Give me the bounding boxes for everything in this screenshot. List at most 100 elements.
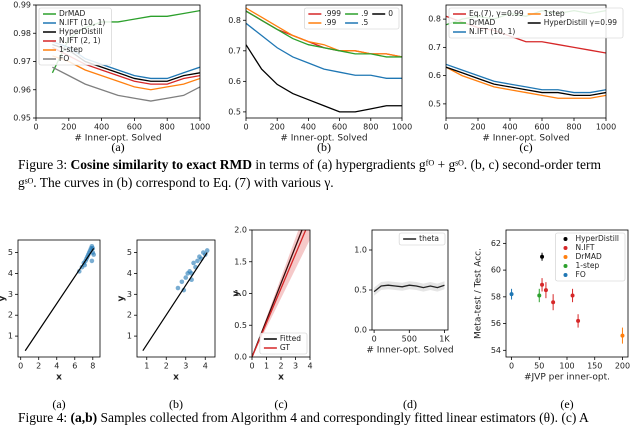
- y-tick-label: 0.0: [354, 326, 367, 335]
- y-tick-label: 60: [491, 266, 501, 275]
- y-tick-label: 0.5: [228, 107, 241, 116]
- subfigure-label: (b): [169, 397, 183, 411]
- caption: gˢᴼ. The curves in (b) correspond to Eq.…: [18, 175, 334, 191]
- legend: theta: [398, 232, 446, 246]
- point: [191, 260, 196, 266]
- series-line: [52, 55, 200, 91]
- legend-label: Fitted: [280, 334, 301, 343]
- plot-area: [24, 243, 96, 352]
- point: [509, 292, 514, 297]
- caption-label: Figure 4:: [18, 410, 68, 425]
- series-line: [373, 284, 445, 293]
- caption: Figure 3: Cosine similarity to exact RMD…: [18, 157, 601, 173]
- x-tick-label: 600: [332, 123, 347, 132]
- x-tick-label: 150: [587, 362, 602, 371]
- x-tick-label: 1: [264, 362, 269, 371]
- x-tick-label: 800: [566, 123, 581, 132]
- legend-box: [38, 7, 112, 66]
- y-tick-label: 2: [127, 311, 132, 320]
- x-axis-label: # Inner-opt. Solved: [482, 134, 569, 144]
- y-tick-label: 0.7: [228, 46, 241, 55]
- point: [551, 300, 556, 305]
- legend-swatch: [563, 237, 568, 241]
- point: [540, 254, 545, 259]
- y-tick-label: 5: [127, 248, 132, 257]
- caption-label: Figure 3:: [18, 157, 68, 172]
- y-tick-label: 0.6: [428, 71, 441, 80]
- legend: .999.99 .9.5 0: [304, 7, 400, 30]
- legend-label: N.IFT (10, 1): [59, 18, 105, 27]
- y-tick-label: 3: [8, 290, 13, 299]
- x-axis-label: x: [278, 373, 284, 383]
- y-tick-label: 1: [8, 332, 13, 341]
- x-tick-label: 800: [363, 123, 378, 132]
- axes-frame: [505, 229, 629, 358]
- caption-emph: Cosine similarity to exact RMD: [70, 157, 252, 172]
- x-tick-label: 400: [94, 123, 109, 132]
- legend-swatch: [563, 264, 568, 268]
- y-tick-label: 0.7: [428, 43, 441, 52]
- x-axis-label: # Inner-opt. Solved: [280, 134, 367, 144]
- legend-swatch: [563, 246, 568, 250]
- x-tick-label: 50: [534, 362, 544, 371]
- x-tick-label: 2: [36, 362, 41, 371]
- series-line: [246, 7, 402, 58]
- series-line: [446, 66, 606, 99]
- x-tick-label: 4: [307, 362, 312, 371]
- point: [537, 293, 542, 298]
- legend-box: [398, 232, 446, 246]
- x-tick-label: 200: [615, 362, 630, 371]
- x-tick-label: 0: [249, 362, 254, 371]
- axes-frame: [35, 4, 201, 119]
- y-tick-label: 3: [127, 290, 132, 299]
- x-axis-label: x: [56, 373, 62, 383]
- fit-line: [24, 248, 95, 352]
- point: [543, 288, 548, 293]
- axes-frame: [371, 229, 449, 331]
- point: [620, 333, 625, 338]
- y-tick-label: 4: [127, 269, 132, 278]
- plot-area: [509, 252, 625, 344]
- x-tick-label: 0: [443, 123, 448, 132]
- legend-label: DrMAD: [576, 252, 602, 261]
- y-tick-label: 0.96: [13, 85, 31, 94]
- series-line: [446, 63, 606, 94]
- series-line: [252, 230, 303, 357]
- x-tick-label: 4: [203, 362, 208, 371]
- legend-swatch: [563, 273, 568, 277]
- y-axis-label: y: [117, 295, 127, 301]
- subfigure-label: (d): [403, 397, 417, 411]
- y-tick-label: 5: [8, 248, 13, 257]
- band: [374, 281, 445, 296]
- legend-label: theta: [419, 234, 439, 243]
- point: [576, 318, 581, 323]
- point: [570, 293, 575, 298]
- subfigure-label: (c): [274, 397, 287, 411]
- legend-swatch: [563, 255, 568, 259]
- x-tick-label: 600: [127, 123, 142, 132]
- x-tick-label: 400: [502, 123, 517, 132]
- legend-label: HyperDistill γ=0.99: [544, 18, 618, 27]
- x-tick-label: 1K: [439, 335, 450, 344]
- point: [175, 285, 181, 291]
- x-tick-label: 8: [90, 362, 95, 371]
- y-tick-label: 58: [491, 292, 501, 301]
- legend-label: 0: [388, 9, 393, 18]
- y-tick-label: 0.95: [13, 114, 31, 123]
- x-tick-label: 1000: [392, 123, 412, 132]
- y-tick-label: 1.0: [234, 289, 247, 298]
- x-tick-label: 0: [372, 335, 377, 344]
- axes-frame: [251, 229, 311, 358]
- legend-box: [555, 232, 626, 282]
- y-tick-label: 0.6: [228, 77, 241, 86]
- fit-line: [142, 252, 208, 352]
- y-axis-label: Meta-test / Test Acc.: [474, 248, 484, 339]
- axes-frame: [17, 239, 101, 358]
- axes-frame: [445, 4, 607, 119]
- x-tick-label: 800: [160, 123, 175, 132]
- subfigure-label: (e): [560, 397, 573, 411]
